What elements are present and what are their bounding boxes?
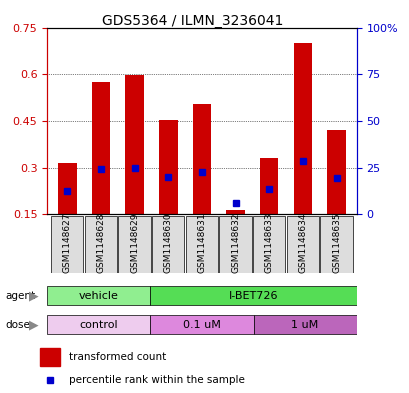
Text: vehicle: vehicle xyxy=(79,290,118,301)
FancyBboxPatch shape xyxy=(319,215,352,273)
Text: GSM1148629: GSM1148629 xyxy=(130,213,139,273)
FancyBboxPatch shape xyxy=(185,215,218,273)
Text: GSM1148635: GSM1148635 xyxy=(331,213,340,273)
Text: ▶: ▶ xyxy=(29,289,39,302)
FancyBboxPatch shape xyxy=(51,215,83,273)
FancyBboxPatch shape xyxy=(252,215,285,273)
Text: GSM1148633: GSM1148633 xyxy=(264,213,273,273)
Bar xyxy=(92,82,110,214)
FancyBboxPatch shape xyxy=(150,286,356,305)
Bar xyxy=(40,348,60,365)
Text: percentile rank within the sample: percentile rank within the sample xyxy=(69,375,244,385)
Text: GSM1148632: GSM1148632 xyxy=(231,213,240,273)
Text: agent: agent xyxy=(5,290,35,301)
Text: GSM1148634: GSM1148634 xyxy=(298,213,307,273)
Text: I-BET726: I-BET726 xyxy=(228,290,278,301)
Text: control: control xyxy=(79,320,118,330)
FancyBboxPatch shape xyxy=(219,215,251,273)
Text: transformed count: transformed count xyxy=(69,352,166,362)
Bar xyxy=(226,211,244,214)
FancyBboxPatch shape xyxy=(253,315,356,334)
Bar xyxy=(159,120,177,214)
FancyBboxPatch shape xyxy=(286,215,318,273)
Text: GSM1148630: GSM1148630 xyxy=(163,213,172,273)
Text: ▶: ▶ xyxy=(29,318,39,331)
Text: 1 uM: 1 uM xyxy=(291,320,318,330)
Bar xyxy=(326,130,345,214)
Text: GSM1148631: GSM1148631 xyxy=(197,213,206,273)
FancyBboxPatch shape xyxy=(85,215,117,273)
FancyBboxPatch shape xyxy=(118,215,151,273)
FancyBboxPatch shape xyxy=(47,286,150,305)
Text: GSM1148628: GSM1148628 xyxy=(96,213,105,273)
Bar xyxy=(58,163,76,214)
Text: dose: dose xyxy=(5,320,30,330)
FancyBboxPatch shape xyxy=(152,215,184,273)
Bar xyxy=(293,43,311,214)
Text: GDS5364 / ILMN_3236041: GDS5364 / ILMN_3236041 xyxy=(102,14,283,28)
FancyBboxPatch shape xyxy=(47,315,150,334)
FancyBboxPatch shape xyxy=(150,315,253,334)
Bar xyxy=(192,104,211,214)
Bar xyxy=(125,75,144,214)
Bar xyxy=(259,158,278,214)
Text: 0.1 uM: 0.1 uM xyxy=(182,320,220,330)
Text: GSM1148627: GSM1148627 xyxy=(63,213,72,273)
